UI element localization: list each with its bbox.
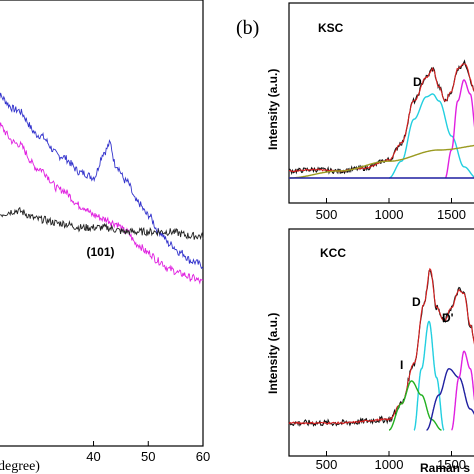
kcc-peak-label-d-prime: D' bbox=[442, 311, 454, 325]
xrd-x-tick-label: 50 bbox=[141, 449, 155, 464]
xrd-series-line-1 bbox=[0, 122, 204, 285]
xrd-axes-frame bbox=[0, 0, 204, 447]
ksc-x-tick-label: 1000 bbox=[375, 207, 404, 222]
kcc-sample-label: KCC bbox=[320, 246, 346, 260]
ksc-y-axis-label: Intensity (a.u.) bbox=[266, 69, 280, 150]
xrd-x-axis-label: degree) bbox=[0, 459, 40, 474]
kcc-y-axis-label: Intensity (a.u.) bbox=[266, 313, 280, 394]
xrd-x-tick-label: 60 bbox=[196, 449, 210, 464]
kcc-peak-label-i: I bbox=[400, 358, 403, 372]
raman-kcc-panel: 500 1000 1500 KCC D D' I Intensity (a.u.) … bbox=[266, 228, 474, 474]
ksc-x-tick-label: 1500 bbox=[437, 207, 466, 222]
xrd-series-group bbox=[0, 92, 204, 285]
ksc-x-tick-label: 500 bbox=[316, 207, 338, 222]
kcc-series-line-4 bbox=[426, 368, 474, 431]
ksc-ticks-group: 500 1000 1500 bbox=[316, 198, 466, 222]
ksc-series-line-3 bbox=[444, 79, 474, 179]
kcc-series-line-5 bbox=[451, 350, 474, 431]
kcc-x-axis-label: Raman s bbox=[420, 461, 470, 474]
panel-label-b: (b) bbox=[236, 17, 259, 39]
kcc-series-line-0 bbox=[288, 270, 474, 427]
xrd-series-line-2 bbox=[0, 206, 204, 241]
xrd-series-line-0 bbox=[0, 92, 204, 270]
xrd-ticks-group: 0405060 bbox=[0, 441, 210, 464]
ksc-sample-label: KSC bbox=[318, 21, 344, 35]
kcc-series-line-3 bbox=[388, 380, 442, 431]
kcc-series-line-2 bbox=[413, 320, 445, 431]
kcc-x-tick-label: 1500 bbox=[437, 457, 466, 472]
xrd-panel: 0405060 (101) degree) bbox=[0, 0, 210, 474]
ksc-series-group bbox=[288, 59, 474, 179]
xrd-x-tick-label: 40 bbox=[86, 449, 100, 464]
kcc-peak-label-d: D bbox=[412, 295, 421, 309]
ksc-series-line-2 bbox=[389, 93, 474, 179]
raman-ksc-panel: (b) 500 1000 1500 KSC D Intensity (a.u.) bbox=[236, 2, 474, 222]
peak-annotation-101: (101) bbox=[86, 245, 114, 259]
ksc-series-line-0 bbox=[288, 59, 474, 176]
ksc-series-line-4 bbox=[289, 144, 474, 179]
kcc-series-group bbox=[288, 267, 474, 431]
kcc-x-tick-label: 1000 bbox=[375, 457, 404, 472]
kcc-series-line-1 bbox=[288, 267, 474, 425]
kcc-x-tick-label: 500 bbox=[316, 457, 338, 472]
ksc-series-line-1 bbox=[288, 63, 474, 173]
ksc-peak-label-d: D bbox=[413, 75, 422, 89]
kcc-ticks-group: 500 1000 1500 bbox=[316, 451, 466, 472]
